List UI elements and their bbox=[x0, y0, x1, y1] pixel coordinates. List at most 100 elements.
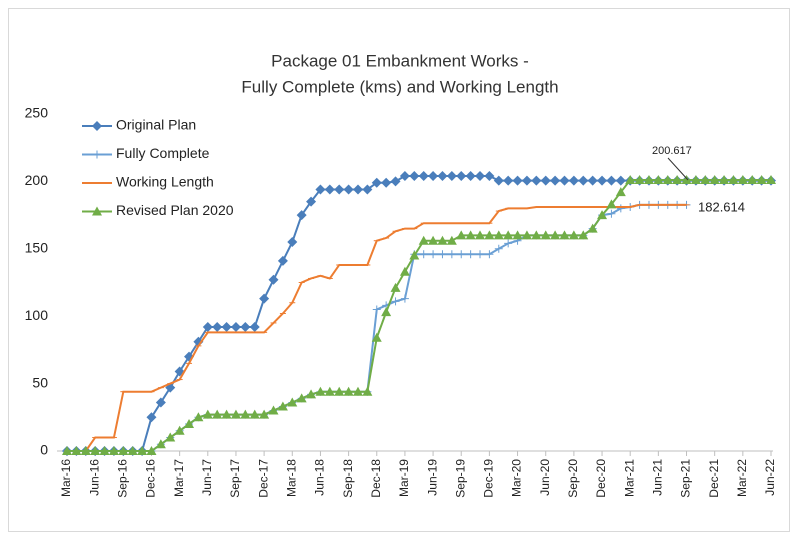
marker-triangle bbox=[371, 332, 382, 342]
marker-plus bbox=[447, 250, 456, 259]
x-tick-label: Mar-21 bbox=[622, 459, 636, 497]
marker-triangle bbox=[540, 230, 551, 240]
x-tick-label: Mar-19 bbox=[397, 459, 411, 497]
annotation: 182.614 bbox=[698, 199, 745, 214]
marker-diamond bbox=[550, 175, 561, 186]
marker-triangle bbox=[71, 446, 82, 455]
marker-diamond bbox=[193, 336, 204, 347]
marker-triangle bbox=[662, 175, 673, 185]
marker-triangle bbox=[521, 230, 532, 240]
marker-plus bbox=[372, 305, 381, 314]
chart-title: Fully Complete (kms) and Working Length bbox=[241, 77, 558, 96]
x-tick-label: Dec-21 bbox=[707, 459, 721, 498]
marker-diamond bbox=[296, 210, 307, 221]
marker-triangle bbox=[728, 175, 739, 185]
marker-diamond bbox=[559, 175, 570, 186]
marker-triangle bbox=[625, 175, 636, 185]
marker-triangle bbox=[296, 393, 307, 403]
marker-triangle bbox=[418, 235, 429, 245]
marker-diamond bbox=[146, 412, 157, 423]
marker-triangle bbox=[465, 230, 476, 240]
marker-triangle bbox=[597, 210, 608, 220]
x-tick-label: Sep-16 bbox=[115, 459, 129, 498]
marker-diamond bbox=[503, 175, 514, 186]
marker-diamond bbox=[531, 175, 542, 186]
marker-triangle bbox=[503, 230, 514, 240]
marker-triangle bbox=[240, 409, 251, 419]
series-line bbox=[67, 179, 771, 452]
marker-diamond bbox=[212, 321, 223, 332]
marker-diamond bbox=[456, 171, 467, 182]
marker-triangle bbox=[230, 409, 241, 419]
y-tick-label: 200 bbox=[25, 172, 49, 188]
marker-diamond bbox=[615, 175, 626, 186]
marker-triangle bbox=[259, 409, 270, 419]
x-tick-label: Sep-18 bbox=[341, 459, 355, 498]
y-tick-label: 0 bbox=[40, 442, 48, 458]
marker-triangle bbox=[428, 235, 439, 245]
marker-diamond bbox=[306, 196, 317, 207]
marker-triangle bbox=[719, 175, 730, 185]
marker-triangle bbox=[108, 446, 119, 455]
marker-diamond bbox=[465, 171, 476, 182]
marker-diamond bbox=[277, 255, 288, 266]
marker-triangle bbox=[475, 230, 486, 240]
marker-diamond bbox=[249, 321, 260, 332]
marker-diamond bbox=[578, 175, 589, 186]
x-tick-label: Jun-18 bbox=[313, 459, 327, 496]
x-tick-label: Jun-19 bbox=[425, 459, 439, 496]
marker-plus bbox=[429, 250, 438, 259]
y-tick-label: 150 bbox=[25, 240, 49, 256]
marker-triangle bbox=[578, 230, 589, 240]
marker-triangle bbox=[362, 386, 373, 396]
marker-diamond bbox=[493, 175, 504, 186]
marker-diamond bbox=[268, 274, 279, 285]
legend-label: Revised Plan 2020 bbox=[116, 202, 234, 218]
marker-triangle bbox=[756, 175, 767, 185]
marker-diamond bbox=[540, 175, 551, 186]
x-tick-label: Sep-21 bbox=[679, 459, 693, 498]
marker-triangle bbox=[334, 386, 345, 396]
x-tick-label: Mar-20 bbox=[510, 459, 524, 497]
x-tick-label: Sep-20 bbox=[566, 459, 580, 498]
x-tick-label: Dec-17 bbox=[256, 459, 270, 498]
legend-label: Original Plan bbox=[116, 117, 196, 133]
marker-plus bbox=[476, 250, 485, 259]
marker-triangle bbox=[587, 223, 598, 233]
marker-plus bbox=[494, 244, 503, 253]
x-tick-label: Dec-19 bbox=[482, 459, 496, 498]
marker-triangle bbox=[92, 206, 102, 216]
marker-diamond bbox=[409, 171, 420, 182]
marker-triangle bbox=[690, 175, 701, 185]
marker-triangle bbox=[137, 446, 148, 455]
marker-diamond bbox=[568, 175, 579, 186]
marker-triangle bbox=[437, 235, 448, 245]
marker-diamond bbox=[259, 293, 270, 304]
x-tick-label: Dec-16 bbox=[144, 459, 158, 498]
x-tick-label: Mar-16 bbox=[59, 459, 73, 497]
marker-triangle bbox=[446, 235, 457, 245]
marker-diamond bbox=[202, 321, 213, 332]
marker-triangle bbox=[559, 230, 570, 240]
x-tick-label: Mar-18 bbox=[284, 459, 298, 497]
marker-triangle bbox=[568, 230, 579, 240]
x-tick-label: Mar-22 bbox=[735, 459, 749, 497]
marker-plus bbox=[93, 150, 101, 159]
marker-diamond bbox=[521, 175, 532, 186]
legend-label: Fully Complete bbox=[116, 145, 210, 161]
marker-triangle bbox=[700, 175, 711, 185]
marker-diamond bbox=[343, 184, 354, 195]
annotation: 200.617 bbox=[652, 145, 692, 157]
marker-triangle bbox=[118, 446, 129, 455]
chart-frame bbox=[8, 8, 790, 532]
marker-triangle bbox=[80, 446, 91, 455]
marker-triangle bbox=[306, 389, 317, 399]
marker-plus bbox=[616, 204, 625, 213]
y-tick-label: 250 bbox=[25, 105, 49, 121]
marker-triangle bbox=[643, 175, 654, 185]
marker-triangle bbox=[550, 230, 561, 240]
marker-triangle bbox=[146, 446, 157, 455]
x-tick-label: Dec-20 bbox=[594, 459, 608, 498]
marker-diamond bbox=[399, 171, 410, 182]
